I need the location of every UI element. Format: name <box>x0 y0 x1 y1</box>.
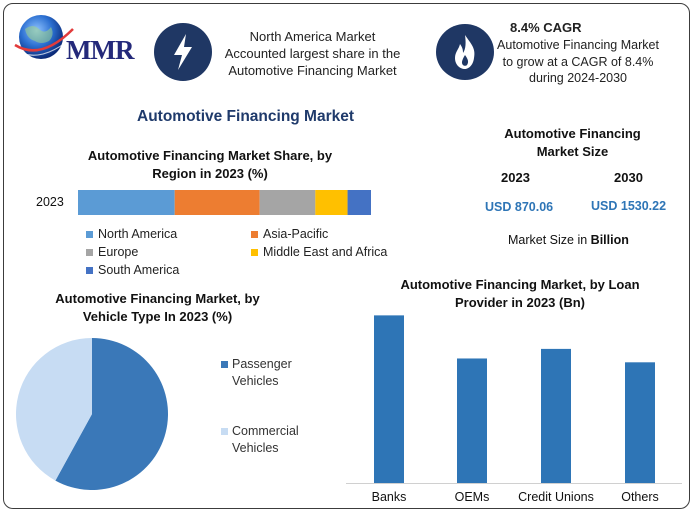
x-tick-others: Others <box>621 490 659 504</box>
main-title: Automotive Financing Market <box>137 108 355 125</box>
market-size-title: Automotive Financing Market Size <box>504 126 641 159</box>
region-stacked-bar <box>78 190 371 215</box>
market-size-value-2023: USD 870.06 <box>485 200 554 214</box>
vehicle-pie-chart <box>16 338 169 490</box>
segment-mea <box>315 190 348 215</box>
segment-south-america <box>347 190 371 215</box>
pie-slice-passenger <box>55 338 169 490</box>
market-size-year-2023: 2023 <box>501 170 530 185</box>
bar-credit-unions <box>541 348 571 483</box>
flame-icon-circle <box>436 24 494 80</box>
flame-icon <box>455 35 475 69</box>
x-tick-credit-unions: Credit Unions <box>518 490 594 504</box>
region-chart-category-label: 2023 <box>36 195 64 209</box>
segment-europe <box>259 190 316 215</box>
header-item-north-america: North America Market Accounted largest s… <box>224 29 401 78</box>
x-tick-banks: Banks <box>371 490 407 504</box>
market-size-value-2030: USD 1530.22 <box>591 199 667 213</box>
legend-swatch <box>86 267 93 275</box>
legend-swatch-commercial <box>221 428 228 435</box>
bar-oems <box>457 358 487 483</box>
legend-swatch <box>251 231 258 239</box>
market-size-note: Market Size in Billion <box>508 233 629 247</box>
legend-asia-pacific: Asia-Pacific <box>251 227 328 241</box>
legend-swatch <box>86 249 93 257</box>
legend-south-america: South America <box>86 263 179 277</box>
segment-asia-pacific <box>174 190 260 215</box>
globe-logo-icon <box>12 15 78 59</box>
vehicle-chart-title: Automotive Financing Market, by Vehicle … <box>55 291 260 324</box>
pie-legend-passenger: Passenger Vehicles <box>232 357 292 388</box>
legend-europe: Europe <box>86 245 138 259</box>
cagr-title: 8.4% CAGR <box>510 20 582 35</box>
legend-swatch <box>86 231 93 239</box>
header-item-cagr: Automotive Financing Market to grow at a… <box>497 38 659 85</box>
loan-chart-title: Automotive Financing Market, by Loan Pro… <box>400 277 640 310</box>
bar-others <box>625 362 655 483</box>
legend-mea: Middle East and Africa <box>251 245 387 259</box>
legend-swatch-passenger <box>221 361 228 368</box>
market-size-year-2030: 2030 <box>614 170 643 185</box>
pie-legend-commercial: Commercial Vehicles <box>232 424 299 455</box>
x-tick-oems: OEMs <box>454 490 490 504</box>
segment-north-america <box>78 190 175 215</box>
legend-north-america: North America <box>86 227 177 241</box>
lightning-icon <box>174 34 192 70</box>
legend-swatch <box>251 249 258 257</box>
loan-bar-chart <box>346 315 682 484</box>
bar-banks <box>374 315 404 483</box>
lightning-icon-circle <box>154 23 212 81</box>
logo-text: MMR <box>66 35 134 65</box>
pie-slice-commercial <box>16 338 92 481</box>
region-chart-title: Automotive Financing Market Share, by Re… <box>87 148 333 181</box>
